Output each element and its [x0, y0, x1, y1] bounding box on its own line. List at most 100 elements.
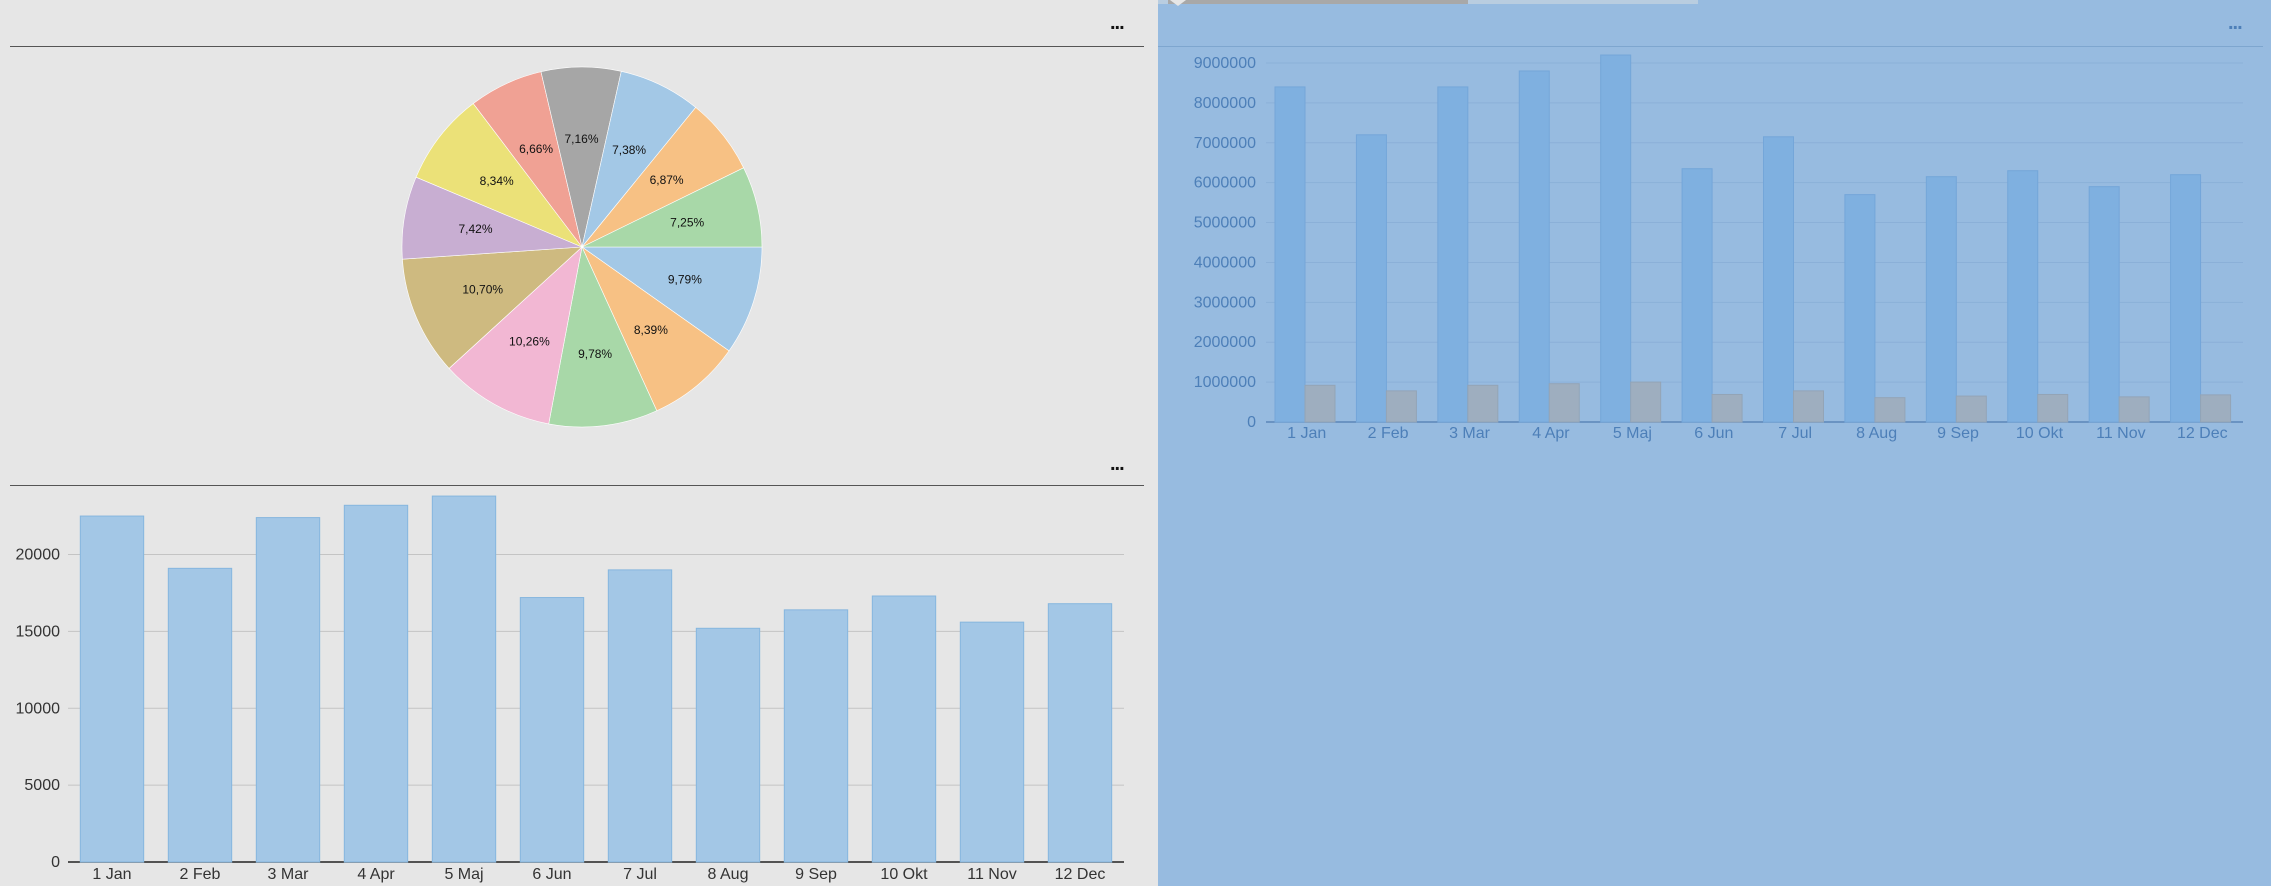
y-tick-label: 2000000 [1194, 334, 1256, 351]
y-tick-label: 1000000 [1194, 374, 1256, 391]
bar-series-2[interactable] [2118, 396, 2150, 423]
bar[interactable] [695, 627, 761, 863]
bar[interactable] [871, 595, 937, 863]
bar[interactable] [519, 597, 585, 863]
bar-series-1[interactable] [2170, 174, 2202, 423]
bar-series-2[interactable] [1874, 397, 1906, 423]
pie-slice[interactable] [581, 167, 763, 248]
bar-series-1[interactable] [1681, 168, 1713, 423]
bar-series-1[interactable] [1844, 194, 1876, 423]
bar-series-2[interactable] [1711, 393, 1743, 423]
pie-slice-label: 10,70% [462, 283, 503, 297]
pie-chart: 9,79% 8,39% 9,78% 10,26% 10,70% 7,42% 8,34% 6,6… [401, 66, 763, 428]
x-tick-label: 2 Feb [1368, 425, 1409, 442]
x-tick-label: 9 Sep [1937, 425, 1979, 442]
pie-slice-label: 9,78% [578, 347, 612, 361]
bar[interactable] [959, 621, 1025, 863]
y-tick-label: 8000000 [1194, 95, 1256, 112]
pie-slice-label: 6,87% [650, 173, 684, 187]
pie-panel-divider [10, 46, 1144, 47]
pie-slice[interactable] [448, 246, 583, 425]
bar-series-2[interactable] [2200, 394, 2232, 423]
bar[interactable] [607, 569, 673, 863]
x-tick-label: 5 Maj [1613, 425, 1652, 442]
bar[interactable] [783, 609, 849, 863]
panel-drag-strip[interactable] [1158, 0, 1698, 4]
x-tick-label: 11 Nov [967, 866, 1017, 883]
grouped-bar-chart-panel[interactable]: ... 0 1000000 2000000 3000000 4000000 5000000… [1158, 0, 2271, 886]
y-tick-label: 4000000 [1194, 254, 1256, 271]
pie-slice-label: 8,34% [480, 174, 514, 188]
bar-chart: 0 5000 10000 15000 20000 1 Jan 2 Feb 3 Mar 4 Apr… [16, 495, 1124, 883]
x-tick-label: 8 Aug [708, 866, 749, 883]
bar[interactable] [255, 517, 321, 863]
bar[interactable] [79, 515, 145, 863]
bar[interactable] [167, 567, 233, 863]
bar-series-1[interactable] [2007, 170, 2039, 423]
panel-drop-indicator [1170, 0, 1186, 6]
bar[interactable] [1047, 603, 1113, 863]
pie-slice[interactable] [415, 103, 583, 248]
pie-slice[interactable] [548, 246, 658, 428]
y-tick-label: 15000 [16, 623, 61, 640]
pie-slice-label: 7,38% [612, 143, 646, 157]
pie-slice[interactable] [581, 246, 730, 412]
x-tick-label: 7 Jul [1778, 425, 1812, 442]
y-tick-label: 9000000 [1194, 55, 1256, 72]
pie-slice-label: 10,26% [509, 334, 550, 348]
x-tick-label: 11 Nov [2096, 425, 2146, 442]
y-tick-label: 0 [51, 854, 60, 871]
x-tick-label: 4 Apr [357, 866, 395, 883]
x-tick-label: 9 Sep [795, 866, 837, 883]
pie-slice[interactable] [581, 246, 763, 352]
bar-series-2[interactable] [1304, 384, 1336, 423]
y-tick-label: 5000000 [1194, 215, 1256, 232]
bar-series-1[interactable] [1437, 86, 1469, 423]
bar-series-1[interactable] [1355, 134, 1387, 423]
x-tick-label: 8 Aug [1856, 425, 1897, 442]
x-tick-label: 1 Jan [1287, 425, 1326, 442]
pie-slice-label: 7,25% [670, 216, 704, 230]
x-tick-label: 12 Dec [1055, 866, 1106, 883]
grouped-panel-divider [1158, 46, 2263, 47]
pie-slice[interactable] [402, 246, 583, 369]
y-tick-label: 7000000 [1194, 135, 1256, 152]
x-tick-label: 12 Dec [2177, 425, 2228, 442]
y-tick-label: 5000 [24, 777, 60, 794]
bar-series-2[interactable] [1793, 390, 1824, 423]
pie-slice-label: 6,66% [519, 142, 553, 156]
x-tick-label: 6 Jun [532, 866, 571, 883]
pie-slice-label: 7,16% [564, 132, 598, 146]
pie-slice-label: 7,42% [458, 222, 492, 236]
pie-slice-label: 9,79% [668, 273, 702, 287]
bar-series-2[interactable] [1955, 395, 1987, 423]
bar-series-2[interactable] [1467, 384, 1499, 423]
x-tick-label: 10 Okt [880, 866, 928, 883]
bar[interactable] [431, 495, 497, 863]
bar[interactable] [343, 504, 409, 863]
bar-series-1[interactable] [1600, 54, 1632, 423]
y-tick-label: 0 [1247, 414, 1256, 431]
bar-series-1[interactable] [1274, 86, 1306, 423]
bar-panel-divider [10, 485, 1144, 486]
bar-series-1[interactable] [1518, 70, 1550, 423]
x-tick-label: 2 Feb [180, 866, 221, 883]
x-tick-label: 4 Apr [1532, 425, 1570, 442]
bar-series-2[interactable] [1548, 383, 1580, 423]
bar-series-1[interactable] [2088, 186, 2120, 423]
bar-series-2[interactable] [2037, 393, 2069, 423]
pie-slice-label: 8,39% [634, 323, 668, 337]
x-tick-label: 1 Jan [92, 866, 131, 883]
x-tick-label: 7 Jul [623, 866, 657, 883]
bar-series-1[interactable] [1925, 176, 1957, 423]
x-tick-label: 5 Maj [444, 866, 483, 883]
y-tick-label: 20000 [16, 547, 61, 564]
x-tick-label: 10 Okt [2016, 425, 2064, 442]
bar-series-2[interactable] [1630, 381, 1662, 423]
bar-series-1[interactable] [1763, 136, 1794, 423]
x-tick-label: 3 Mar [268, 866, 310, 883]
x-tick-label: 6 Jun [1694, 425, 1733, 442]
bar-series-2[interactable] [1385, 390, 1417, 423]
x-tick-label: 3 Mar [1449, 425, 1491, 442]
grouped-bar-chart: 0 1000000 2000000 3000000 4000000 5000000 6000… [1194, 54, 2243, 442]
